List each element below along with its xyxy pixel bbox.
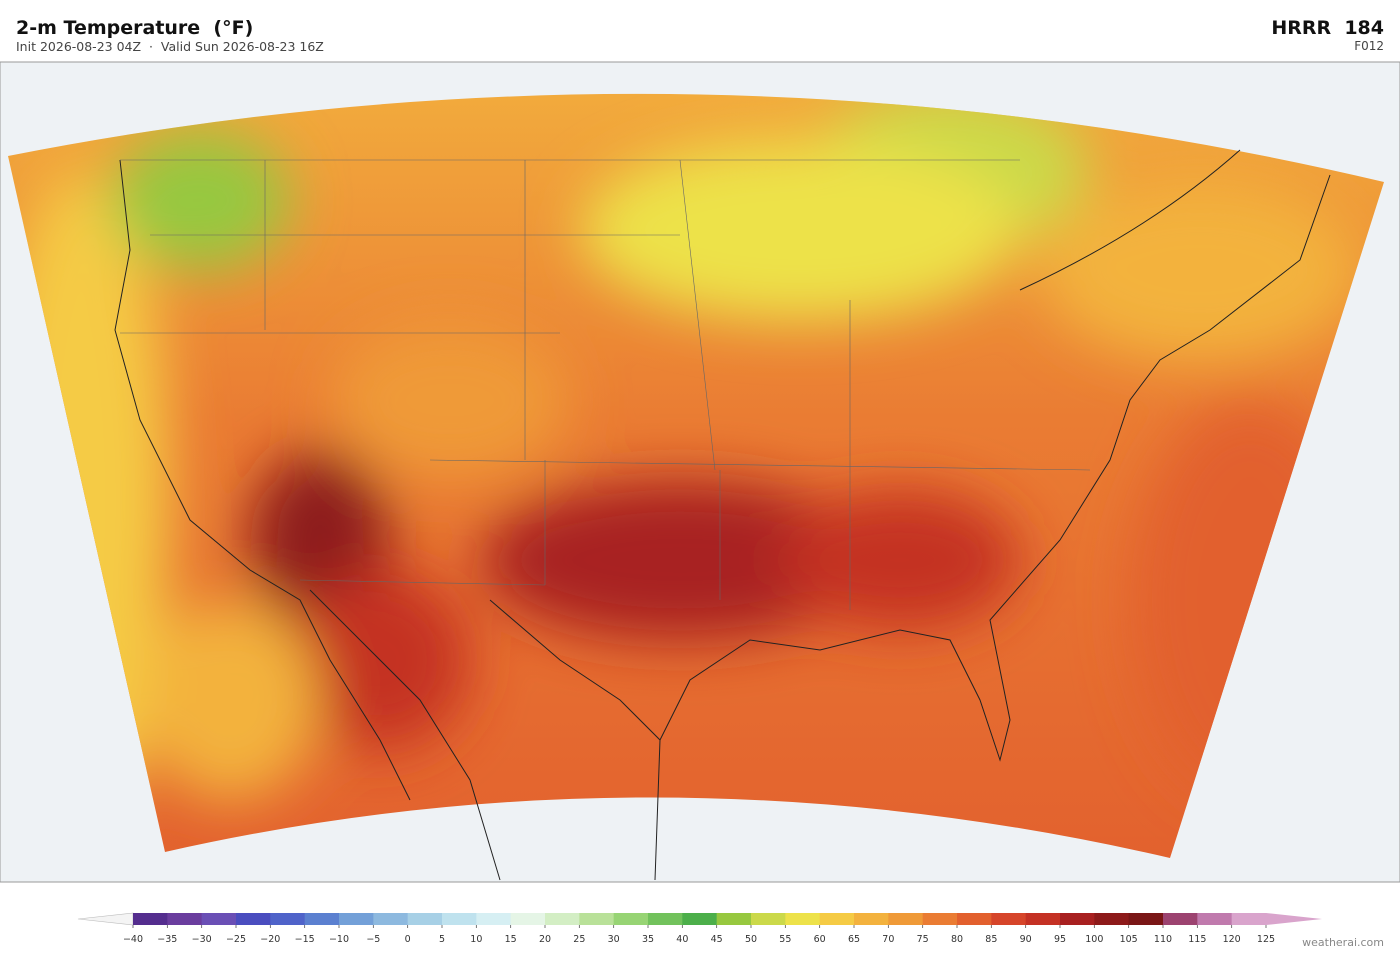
colorbar-segment bbox=[476, 913, 512, 925]
colorbar-tick-label: −25 bbox=[226, 934, 246, 945]
colorbar-tick-label: −35 bbox=[157, 934, 177, 945]
colorbar-tick-label: 40 bbox=[676, 934, 688, 945]
colorbar-tick-label: −30 bbox=[192, 934, 212, 945]
colorbar-segment bbox=[716, 913, 752, 925]
colorbar-segment bbox=[888, 913, 924, 925]
colorbar-segment bbox=[922, 913, 958, 925]
colorbar-segment bbox=[407, 913, 443, 925]
colorbar-segment bbox=[1231, 913, 1267, 925]
colorbar-segment bbox=[854, 913, 889, 925]
colorbar-tick-label: 10 bbox=[470, 934, 482, 945]
colorbar-segment bbox=[1197, 913, 1233, 925]
colorbar-tick-label: 20 bbox=[539, 934, 551, 945]
forecast-hour: F012 bbox=[1354, 39, 1384, 53]
colorbar-tick-label: 5 bbox=[439, 934, 445, 945]
colorbar-segment bbox=[1025, 913, 1061, 925]
colorbar-tick-label: 70 bbox=[882, 934, 894, 945]
colorbar-segment bbox=[167, 913, 203, 925]
colorbar-segment bbox=[339, 913, 374, 925]
colorbar-tick-label: 85 bbox=[985, 934, 997, 945]
title: 2-m Temperature (°F) bbox=[16, 17, 253, 39]
colorbar-segment bbox=[751, 913, 786, 925]
colorbar-segment bbox=[682, 913, 718, 925]
colorbar-tick-label: −20 bbox=[260, 934, 280, 945]
colorbar-segment bbox=[1060, 913, 1095, 925]
colorbar-segment bbox=[442, 913, 477, 925]
colorbar-segment bbox=[991, 913, 1027, 925]
colorbar-tick-label: 105 bbox=[1120, 934, 1138, 945]
colorbar-segment bbox=[236, 913, 271, 925]
colorbar-tick-label: 90 bbox=[1020, 934, 1032, 945]
colorbar-segment bbox=[957, 913, 992, 925]
colorbar-segment bbox=[545, 913, 580, 925]
colorbar-tick-label: −15 bbox=[295, 934, 315, 945]
colorbar-tick-label: 120 bbox=[1223, 934, 1241, 945]
subtitle: Init 2026-08-23 04Z · Valid Sun 2026-08-… bbox=[16, 39, 324, 54]
colorbar-over bbox=[1266, 913, 1322, 925]
colorbar-segment bbox=[579, 913, 615, 925]
credit: weatherai.com bbox=[1302, 936, 1384, 949]
colorbar-segment bbox=[613, 913, 649, 925]
colorbar-tick-label: 25 bbox=[573, 934, 585, 945]
colorbar-tick-label: 15 bbox=[505, 934, 517, 945]
colorbar-tick-label: 60 bbox=[814, 934, 826, 945]
colorbar-tick-label: 100 bbox=[1085, 934, 1103, 945]
map bbox=[0, 61, 1400, 883]
colorbar-segment bbox=[270, 913, 306, 925]
colorbar-segment bbox=[1163, 913, 1198, 925]
colorbar-tick-label: 30 bbox=[608, 934, 620, 945]
colorbar-tick-label: 45 bbox=[711, 934, 723, 945]
colorbar-segment bbox=[201, 913, 237, 925]
colorbar-tick-label: −10 bbox=[329, 934, 349, 945]
colorbar-tick-label: 50 bbox=[745, 934, 757, 945]
temperature-field bbox=[8, 93, 1384, 859]
colorbar-tick-label: 65 bbox=[848, 934, 860, 945]
colorbar-tick-label: 125 bbox=[1257, 934, 1275, 945]
colorbar-under bbox=[77, 912, 134, 926]
colorbar-tick-label: 35 bbox=[642, 934, 654, 945]
colorbar-segment bbox=[373, 913, 409, 925]
colorbar-segment bbox=[510, 913, 546, 925]
colorbar-tick-label: −40 bbox=[123, 934, 143, 945]
state-borders bbox=[120, 159, 1091, 610]
colorbar-tick-label: 115 bbox=[1188, 934, 1206, 945]
colorbar: −40 −35 −30 −25 −20 −15 −10 −5 0 5 10 15 20 25 30 35 40 4… bbox=[77, 912, 1322, 945]
model: HRRR 184 bbox=[1271, 17, 1384, 39]
colorbar-segment bbox=[819, 913, 855, 925]
colorbar-segment bbox=[648, 913, 683, 925]
coastlines bbox=[114, 149, 1331, 881]
colorbar-segment bbox=[1094, 913, 1130, 925]
colorbar-tick-label: −5 bbox=[366, 934, 380, 945]
colorbar-tick-label: 95 bbox=[1054, 934, 1066, 945]
colorbar-segment bbox=[1128, 913, 1164, 925]
colorbar-tick-label: 110 bbox=[1154, 934, 1172, 945]
colorbar-tick-label: 75 bbox=[917, 934, 929, 945]
colorbar-segment bbox=[785, 913, 821, 925]
colorbar-tick-label: 55 bbox=[779, 934, 791, 945]
colorbar-tick-label: 0 bbox=[405, 934, 411, 945]
colorbar-tick-label: 80 bbox=[951, 934, 963, 945]
colorbar-segment bbox=[133, 913, 168, 925]
colorbar-segment bbox=[304, 913, 340, 925]
